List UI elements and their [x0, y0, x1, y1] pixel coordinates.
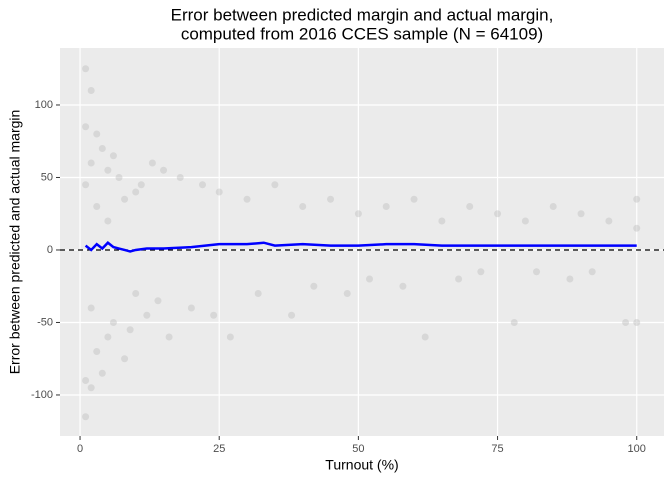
point [521, 217, 529, 225]
point [109, 152, 117, 160]
point [87, 159, 95, 167]
point [410, 195, 418, 203]
point [132, 289, 140, 297]
x-tick-label: 75 [491, 443, 503, 455]
point [633, 195, 641, 203]
point [82, 123, 90, 131]
point [109, 318, 117, 326]
point [126, 326, 134, 334]
point [271, 181, 279, 189]
point [310, 282, 318, 290]
point [466, 202, 474, 210]
point [87, 384, 95, 392]
point [115, 173, 123, 181]
point [82, 181, 90, 189]
point [87, 86, 95, 94]
point [137, 181, 145, 189]
point [121, 355, 129, 363]
x-tick-label: 100 [628, 443, 646, 455]
point [533, 268, 541, 276]
point [288, 311, 296, 319]
point [187, 304, 195, 312]
point [87, 304, 95, 312]
point [633, 318, 641, 326]
point [154, 297, 162, 305]
point [160, 166, 168, 174]
y-tick-label: 50 [41, 171, 53, 183]
point [254, 289, 262, 297]
point [399, 282, 407, 290]
point [327, 195, 335, 203]
point [93, 347, 101, 355]
y-axis-label: Error between predicted and actual margi… [7, 110, 23, 375]
y-tick-label: 0 [47, 244, 53, 256]
y-tick-label: -100 [31, 389, 53, 401]
point [382, 202, 390, 210]
point [93, 202, 101, 210]
point [566, 275, 574, 283]
x-tick-label: 0 [77, 443, 83, 455]
point [633, 224, 641, 232]
point [226, 333, 234, 341]
point [82, 376, 90, 384]
point [104, 217, 112, 225]
point [366, 275, 374, 283]
point [343, 289, 351, 297]
point [104, 333, 112, 341]
point [121, 195, 129, 203]
point [494, 210, 502, 218]
y-tick-label: 100 [35, 99, 53, 111]
point [165, 333, 173, 341]
point [455, 275, 463, 283]
point [176, 173, 184, 181]
x-axis-label: Turnout (%) [325, 457, 398, 473]
point [299, 202, 307, 210]
point [132, 188, 140, 196]
point [510, 318, 518, 326]
point [98, 144, 106, 152]
point [605, 217, 613, 225]
point [549, 202, 557, 210]
point [210, 311, 218, 319]
point [93, 130, 101, 138]
x-tick-label: 50 [352, 443, 364, 455]
point [104, 166, 112, 174]
point [199, 181, 207, 189]
point [82, 65, 90, 73]
point [98, 369, 106, 377]
point [354, 210, 362, 218]
point [148, 159, 156, 167]
point [588, 268, 596, 276]
chart-title: computed from 2016 CCES sample (N = 6410… [181, 24, 543, 43]
y-tick-label: -50 [37, 316, 53, 328]
point [82, 413, 90, 421]
point [215, 188, 223, 196]
chart-title: Error between predicted margin and actua… [171, 5, 554, 24]
point [143, 311, 151, 319]
point [477, 268, 485, 276]
point [622, 318, 630, 326]
point [577, 210, 585, 218]
point [421, 333, 429, 341]
point [243, 195, 251, 203]
trend-line [84, 241, 637, 253]
point [438, 217, 446, 225]
panel [60, 48, 664, 436]
x-tick-label: 25 [213, 443, 225, 455]
